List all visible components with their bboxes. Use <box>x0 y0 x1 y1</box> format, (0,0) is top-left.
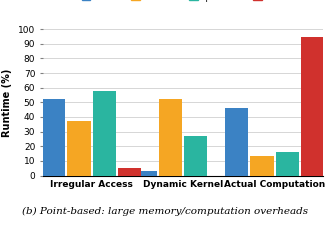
Bar <box>184 136 208 176</box>
Bar <box>118 168 141 176</box>
Bar <box>134 171 157 176</box>
Text: (b) Point-based: large memory/computation overheads: (b) Point-based: large memory/computatio… <box>22 207 308 216</box>
Bar <box>276 152 299 176</box>
Bar <box>67 121 90 176</box>
Bar <box>159 99 182 176</box>
Legend: DGCNN, PointCNN, SpiderCNN, Ours: DGCNN, PointCNN, SpiderCNN, Ours <box>82 0 284 2</box>
Bar <box>301 36 324 176</box>
Bar <box>225 108 248 176</box>
Bar <box>250 157 274 176</box>
Bar <box>93 91 116 176</box>
Y-axis label: Runtime (%): Runtime (%) <box>2 68 13 137</box>
Bar <box>42 99 65 176</box>
